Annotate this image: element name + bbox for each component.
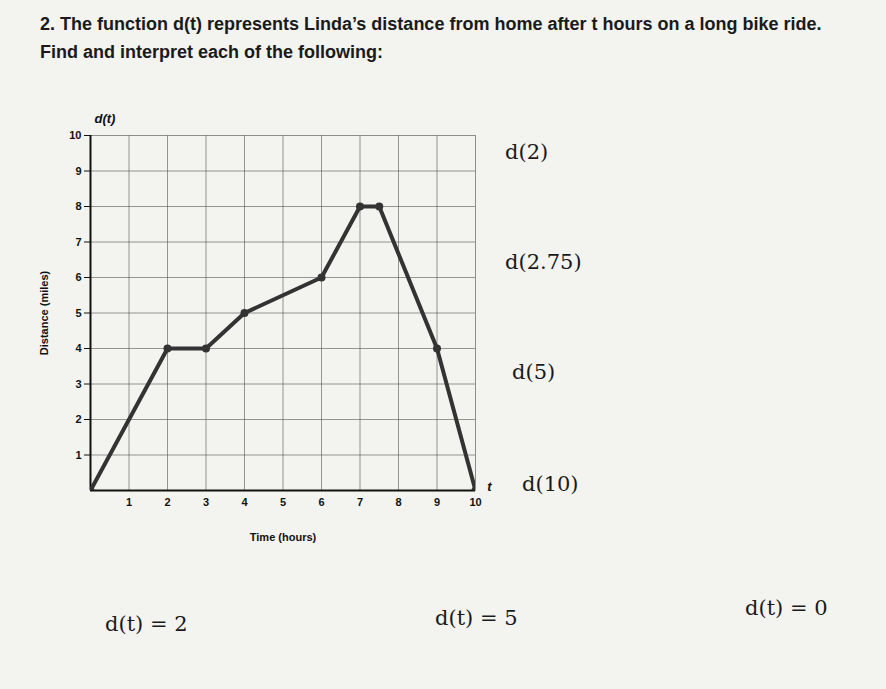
svg-text:4: 4 — [75, 342, 82, 354]
svg-text:7: 7 — [75, 236, 81, 248]
svg-text:3: 3 — [203, 496, 209, 508]
svg-text:1: 1 — [126, 496, 132, 508]
html-text:2. The function d(t) represent: 2. The function d(t) represents Linda’s … — [40, 14, 822, 62]
svg-text:7: 7 — [357, 496, 363, 508]
svg-text:4: 4 — [241, 496, 248, 508]
svg-text:10: 10 — [469, 496, 481, 508]
svg-text:5: 5 — [280, 496, 286, 508]
svg-text:2: 2 — [164, 496, 170, 508]
svg-text:2: 2 — [75, 413, 81, 425]
svg-text:1: 1 — [75, 449, 81, 461]
html-text:d(t) = 0: d(t) = 0 — [745, 596, 828, 620]
svg-text:3: 3 — [75, 378, 81, 390]
html-text:d(t) = 5: d(t) = 5 — [435, 606, 518, 630]
svg-text:8: 8 — [75, 200, 81, 212]
html-text:d(10): d(10) — [522, 472, 579, 496]
svg-text:t: t — [487, 479, 492, 494]
svg-text:9: 9 — [434, 496, 440, 508]
svg-text:Time (hours): Time (hours) — [250, 531, 317, 543]
svg-text:6: 6 — [318, 496, 324, 508]
html-text:d(2): d(2) — [505, 140, 549, 164]
html-text:d(t) = 2: d(t) = 2 — [105, 612, 188, 636]
html-text:d(5): d(5) — [512, 360, 556, 384]
svg-text:Distance (miles): Distance (miles) — [38, 270, 50, 355]
svg-text:9: 9 — [75, 165, 81, 177]
svg-text:5: 5 — [75, 307, 81, 319]
svg-text:d(t): d(t) — [95, 111, 116, 126]
svg-text:8: 8 — [395, 496, 401, 508]
svg-text:10: 10 — [69, 129, 81, 141]
html-text:d(2.75): d(2.75) — [505, 250, 582, 274]
svg-text:6: 6 — [75, 271, 81, 283]
